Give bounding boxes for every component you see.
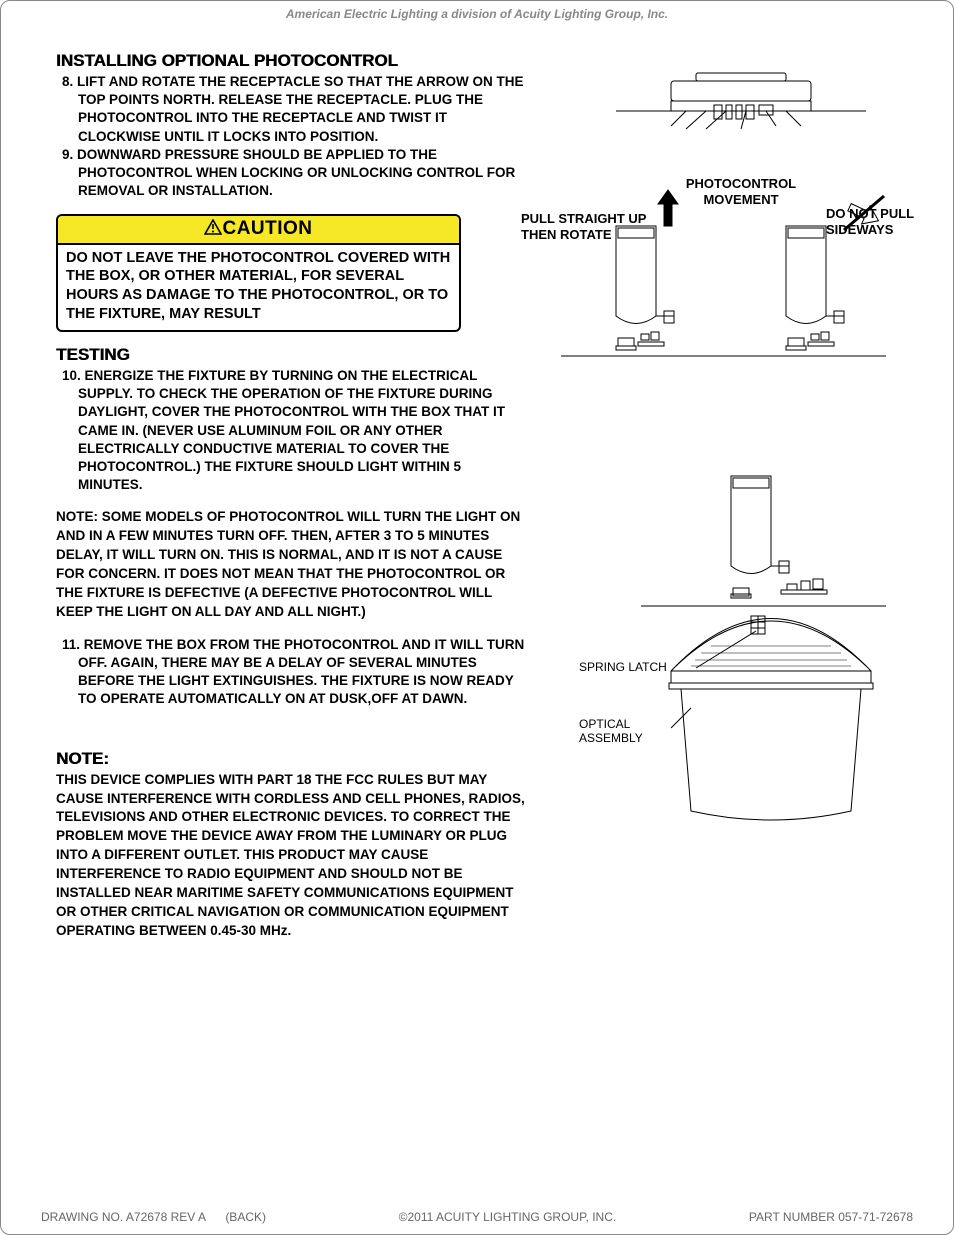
caution-heading: CAUTION	[58, 216, 459, 245]
step-8-text: LIFT AND ROTATE THE RECEPTACLE SO THAT T…	[77, 74, 523, 144]
label-optical-1-svg: OPTICAL	[579, 717, 631, 731]
text-column: INSTALLING OPTIONAL PHOTOCONTROL 8. LIFT…	[56, 51, 526, 955]
step-11-num: 11.	[62, 637, 80, 652]
heading-install: INSTALLING OPTIONAL PHOTOCONTROL	[56, 51, 526, 71]
caution-body: DO NOT LEAVE THE PHOTOCONTROL COVERED WI…	[58, 245, 459, 330]
step-8-num: 8.	[62, 74, 73, 89]
note-testing: NOTE: SOME MODELS OF PHOTOCONTROL WILL T…	[56, 508, 526, 621]
page-frame: American Electric Lighting a division of…	[0, 0, 954, 1235]
step-10: 10. ENERGIZE THE FIXTURE BY TURNING ON T…	[56, 367, 526, 495]
fcc-note: THIS DEVICE COMPLIES WITH PART 18 THE FC…	[56, 771, 526, 941]
step-9-num: 9.	[62, 147, 73, 162]
footer: DRAWING NO. A72678 REV A (BACK) PART NUM…	[41, 1210, 913, 1224]
diagram-column: PHOTOCONTROL MOVEMENT PULL STRAIGHT UP T…	[551, 61, 921, 961]
caution-heading-text: CAUTION	[222, 218, 312, 239]
label-optical-2-svg: ASSEMBLY	[579, 731, 643, 745]
diagram-top-housing	[611, 61, 871, 141]
step-11-text: REMOVE THE BOX FROM THE PHOTOCONTROL AND…	[78, 637, 524, 707]
step-11: 11. REMOVE THE BOX FROM THE PHOTOCONTROL…	[56, 636, 526, 709]
label-spring-latch-svg: SPRING LATCH	[579, 660, 667, 674]
footer-drawing: DRAWING NO. A72678 REV A	[41, 1210, 205, 1224]
footer-part: PART NUMBER 057-71-72678	[749, 1210, 913, 1224]
step-8: 8. LIFT AND ROTATE THE RECEPTACLE SO THA…	[56, 73, 526, 146]
diagram-fixture-assembly: SPRING LATCH OPTICAL ASSEMBLY	[541, 456, 901, 866]
diagram-photocontrol-pair	[541, 186, 901, 376]
step-10-num: 10.	[62, 368, 81, 383]
footer-back: (BACK)	[225, 1210, 266, 1224]
step-9-text: DOWNWARD PRESSURE SHOULD BE APPLIED TO T…	[77, 147, 515, 198]
warning-icon	[204, 219, 222, 241]
caution-box: CAUTION DO NOT LEAVE THE PHOTOCONTROL CO…	[56, 214, 461, 332]
step-9: 9. DOWNWARD PRESSURE SHOULD BE APPLIED T…	[56, 146, 526, 201]
header-company: American Electric Lighting a division of…	[1, 7, 953, 21]
step-10-text: ENERGIZE THE FIXTURE BY TURNING ON THE E…	[78, 368, 505, 492]
heading-note: NOTE:	[56, 749, 526, 769]
heading-testing: TESTING	[56, 345, 526, 365]
